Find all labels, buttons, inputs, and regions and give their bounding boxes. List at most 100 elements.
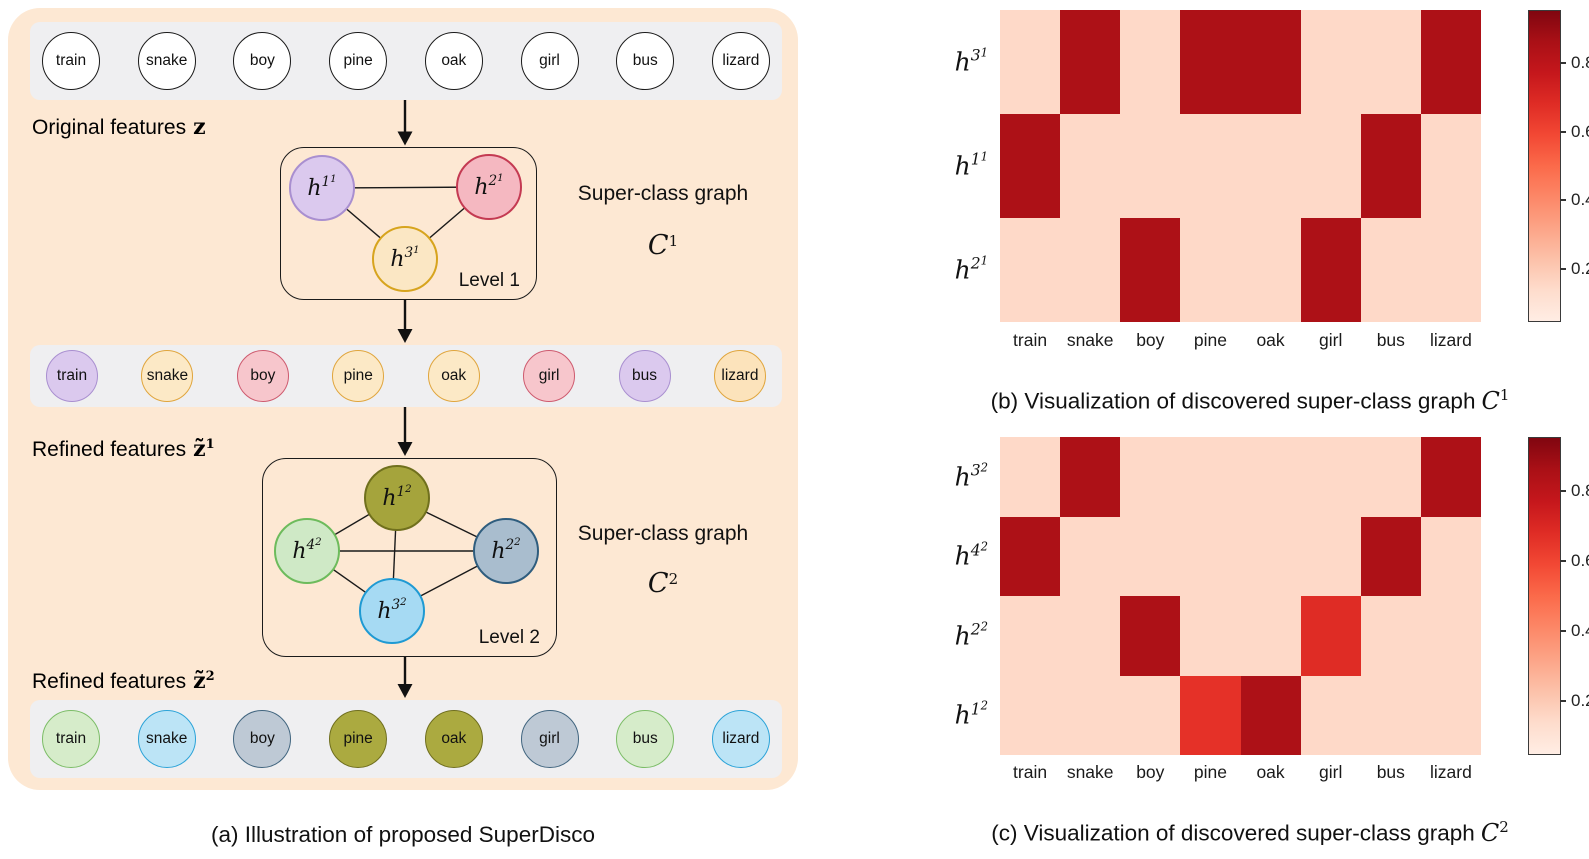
class-label: lizard bbox=[721, 367, 759, 384]
heatmap-c-column-labels: train snake boy pine oak girl bus lizard bbox=[1000, 762, 1481, 783]
heatmap-cell bbox=[1300, 516, 1361, 596]
down-arrow bbox=[397, 100, 413, 698]
heatmap-row-label: h22 bbox=[954, 619, 988, 651]
heatmap-cell bbox=[1240, 114, 1301, 218]
class-label: girl bbox=[539, 52, 560, 69]
colorbar-tick-mark bbox=[1560, 61, 1566, 64]
colorbar-tick-mark bbox=[1560, 199, 1566, 202]
heatmap-cell bbox=[1420, 596, 1481, 676]
colorbar-tick-label: 0.2 bbox=[1571, 691, 1589, 711]
caption-b: (b) Visualization of discovered super-cl… bbox=[950, 386, 1550, 415]
supernode-h1-2-label: h12 bbox=[382, 484, 412, 511]
heatmap-cell bbox=[1300, 218, 1361, 322]
refined-features-2-text: Refined features bbox=[32, 670, 187, 693]
colorbar-tick-label: 0.8 bbox=[1571, 480, 1589, 500]
class-label: bus bbox=[632, 52, 658, 69]
superdisco-illustration-panel: train snake boy pine oak girl bus lizard Origin… bbox=[8, 8, 798, 790]
column-label-pine: pine bbox=[1193, 762, 1227, 782]
heatmap-row-label: h12 bbox=[954, 698, 988, 730]
heatmap-cell bbox=[1180, 437, 1241, 517]
level2-label: Level 2 bbox=[478, 627, 540, 648]
class-circle-girl: girl bbox=[520, 710, 579, 768]
column-label-girl: girl bbox=[1319, 762, 1343, 782]
refined-features-1-text: Refined features bbox=[32, 438, 187, 461]
heatmap-cell bbox=[1060, 114, 1121, 218]
column-label-oak: oak bbox=[1256, 330, 1285, 350]
supernode-h1-1: h11 bbox=[289, 155, 355, 221]
heatmap-cell bbox=[1060, 596, 1121, 676]
refined-features-2-label: Refined features z̃2 bbox=[32, 668, 215, 694]
class-circle-snake: snake bbox=[137, 32, 196, 90]
heatmap-cell bbox=[1180, 218, 1241, 322]
colorbar-tick: 0.6 bbox=[1560, 551, 1589, 571]
colorbar-tick: 0.4 bbox=[1560, 190, 1589, 210]
superclass-graph2-symbol: C2 bbox=[548, 568, 778, 599]
z-tilde-1-sup: 1 bbox=[205, 437, 215, 452]
caption-c-text: (c) Visualization of discovered super-cl… bbox=[991, 820, 1475, 846]
class-circle-oak: oak bbox=[427, 350, 480, 402]
class-label: lizard bbox=[722, 52, 760, 69]
heatmap-cell bbox=[1300, 114, 1361, 218]
column-label-boy: boy bbox=[1136, 330, 1165, 350]
calligraphic-c: C bbox=[1480, 818, 1500, 847]
class-label: oak bbox=[441, 52, 467, 69]
heatmap-cell bbox=[1180, 596, 1241, 676]
heatmap-c-row-labels: h32 h42 h22 h12 bbox=[872, 437, 988, 755]
class-label: train bbox=[55, 730, 87, 747]
heatmap-cell bbox=[1000, 114, 1061, 218]
heatmap-cell bbox=[1060, 516, 1121, 596]
supernode-h2-2: h22 bbox=[473, 518, 539, 584]
heatmap-cell bbox=[1300, 10, 1361, 114]
colorbar-tick-mark bbox=[1560, 130, 1566, 133]
heatmap-cell bbox=[1120, 10, 1181, 114]
colorbar-tick-mark bbox=[1560, 630, 1566, 633]
class-circle-lizard: lizard bbox=[711, 32, 770, 90]
heatmap-row-label: h42 bbox=[954, 539, 988, 571]
column-label-train: train bbox=[1013, 330, 1048, 350]
class-label: pine bbox=[343, 367, 373, 384]
heatmap-cell bbox=[1300, 675, 1361, 755]
heatmap-cell bbox=[1360, 114, 1421, 218]
class-circle-snake: snake bbox=[141, 350, 194, 402]
heatmap-cell bbox=[1420, 114, 1481, 218]
class-label: lizard bbox=[722, 730, 760, 747]
calligraphic-c-sup: 1 bbox=[668, 232, 679, 250]
class-label: oak bbox=[441, 367, 467, 384]
class-circle-girl: girl bbox=[520, 32, 579, 90]
heatmap-cell bbox=[1000, 437, 1061, 517]
class-label: train bbox=[56, 367, 88, 384]
heatmap-cell bbox=[1180, 675, 1241, 755]
z-tilde-2-symbol: z̃ bbox=[193, 668, 206, 694]
colorbar-tick-label: 0.2 bbox=[1571, 259, 1589, 279]
supernode-h2-1-label: h21 bbox=[474, 173, 504, 200]
class-circle-boy: boy bbox=[233, 710, 292, 768]
column-label-oak: oak bbox=[1256, 762, 1285, 782]
class-circle-pine: pine bbox=[332, 350, 385, 402]
class-label: bus bbox=[632, 367, 658, 384]
calligraphic-c-sup: 2 bbox=[668, 570, 679, 588]
supernode-h3-1-label: h31 bbox=[390, 245, 420, 272]
level1-label: Level 1 bbox=[458, 270, 520, 291]
heatmap-cell bbox=[1060, 675, 1121, 755]
heatmap-cell bbox=[1000, 675, 1061, 755]
class-circle-pine: pine bbox=[329, 32, 388, 90]
heatmap-cell bbox=[1180, 10, 1241, 114]
class-circle-oak: oak bbox=[424, 32, 483, 90]
heatmap-cell bbox=[1000, 596, 1061, 676]
class-label: snake bbox=[146, 52, 188, 69]
caption-a: (a) Illustration of proposed SuperDisco bbox=[211, 822, 595, 847]
heatmap-cell bbox=[1000, 10, 1061, 114]
heatmap-cell bbox=[1360, 516, 1421, 596]
class-label: boy bbox=[249, 730, 275, 747]
heatmap-b-column-labels: train snake boy pine oak girl bus lizard bbox=[1000, 330, 1481, 351]
class-label: boy bbox=[249, 52, 275, 69]
class-circle-train: train bbox=[46, 350, 98, 402]
z-tilde-1-symbol: z̃ bbox=[193, 436, 206, 462]
column-label-lizard: lizard bbox=[1430, 762, 1472, 782]
heatmap-cell bbox=[1300, 437, 1361, 517]
class-circle-lizard: lizard bbox=[713, 350, 766, 402]
heatmap-cell bbox=[1180, 114, 1241, 218]
superclass-graph2-title: Super-class graph bbox=[577, 522, 749, 545]
calligraphic-c-sup: 1 bbox=[1499, 386, 1510, 404]
